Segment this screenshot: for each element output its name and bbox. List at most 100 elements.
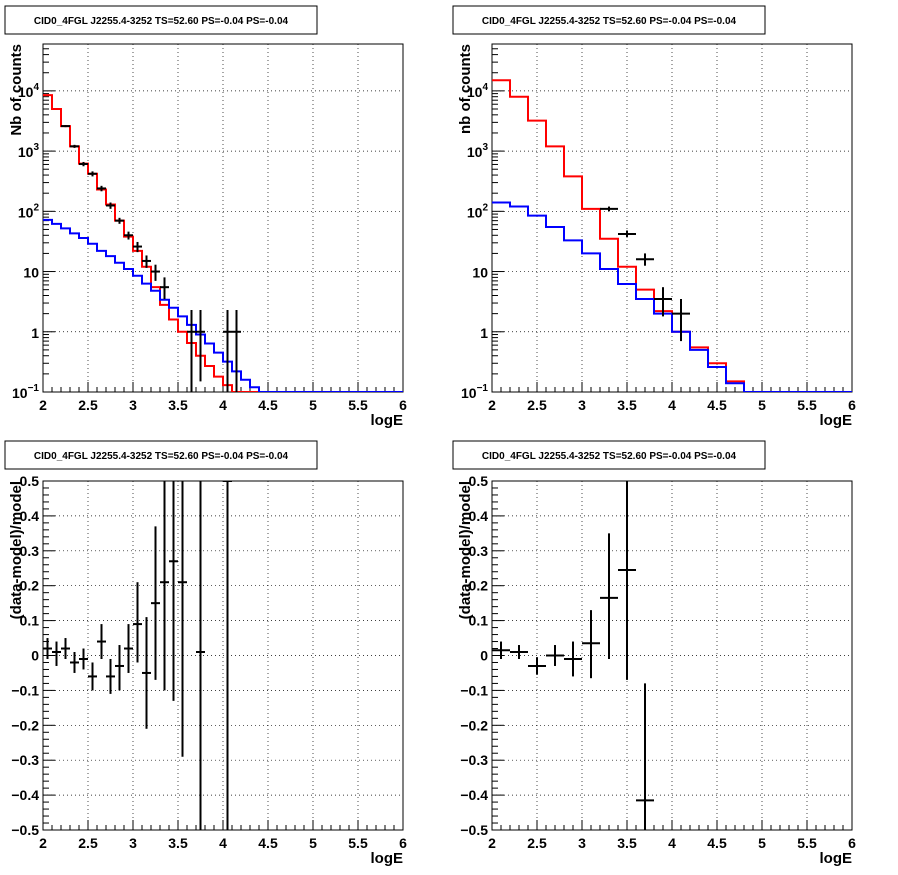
x-tick-label: 2: [39, 835, 47, 851]
residual-point: [510, 645, 528, 659]
y-tick-label: 10: [23, 265, 39, 281]
residual-point: [97, 624, 106, 659]
x-tick-label: 4.5: [258, 835, 278, 851]
chart-title: CID0_4FGL J2255.4-3252 TS=52.60 PS=-0.04…: [482, 451, 737, 462]
data-point: [232, 309, 241, 392]
x-tick-label: 3.5: [168, 397, 188, 413]
counts-panel-right: CID0_4FGL J2255.4-3252 TS=52.60 PS=-0.04…: [452, 5, 856, 429]
y-tick-label: 104: [467, 82, 489, 100]
y-tick-label: 0.1: [20, 613, 40, 629]
y-tick-exponent: 2: [482, 202, 488, 213]
y-tick-label: −0.4: [11, 787, 39, 803]
y-tick-exponent: 4: [482, 82, 488, 93]
x-tick-label: 2: [39, 397, 47, 413]
residual-point: [169, 481, 178, 701]
x-tick-label: 2.5: [527, 835, 547, 851]
data-point: [196, 309, 205, 382]
y-tick-label: 104: [18, 82, 40, 100]
data-point: [61, 125, 70, 128]
data-point: [106, 202, 115, 209]
x-tick-label: 4.5: [258, 397, 278, 413]
data-point: [654, 287, 672, 317]
y-tick-label: −0.1: [460, 682, 488, 698]
counts-panel-left: CID0_4FGL J2255.4-3252 TS=52.60 PS=-0.04…: [4, 5, 407, 429]
residual-point: [160, 481, 169, 691]
y-tick-label: 0.1: [469, 613, 489, 629]
x-tick-label: 5.5: [797, 835, 817, 851]
y-tick-base: 10: [467, 204, 483, 220]
y-tick-base: 10: [18, 84, 34, 100]
y-tick-label: −0.3: [460, 752, 488, 768]
residual-point: [600, 533, 618, 659]
y-tick-label: 0: [480, 648, 488, 664]
data-point: [187, 309, 196, 392]
y-tick-exponent: 4: [33, 82, 39, 93]
x-axis-label: logE: [820, 850, 853, 867]
x-tick-label: 4: [219, 397, 227, 413]
y-tick-label: −0.2: [460, 717, 488, 733]
y-tick-label: 10−1: [461, 383, 488, 401]
y-axis-label: (data-model)/model: [457, 481, 474, 619]
residual-point: [106, 658, 115, 694]
title-box: [4, 440, 318, 470]
x-tick-label: 2: [488, 835, 496, 851]
residual-point: [151, 526, 160, 680]
x-tick-label: 3: [129, 397, 137, 413]
x-tick-label: 3.5: [617, 835, 637, 851]
title-box: [452, 440, 766, 470]
y-tick-label: −0.4: [460, 787, 488, 803]
residual-point: [79, 648, 88, 670]
x-tick-label: 5: [309, 397, 317, 413]
data-point: [160, 277, 169, 300]
y-tick-label: −0.5: [11, 822, 39, 838]
y-tick-label: 10: [472, 265, 488, 281]
residual-point: [492, 641, 510, 659]
residual-point: [546, 645, 564, 666]
y-tick-label: 102: [18, 202, 40, 220]
y-tick-label: −0.2: [11, 717, 39, 733]
residual-point: [142, 617, 151, 729]
residual-point: [528, 657, 546, 675]
y-tick-label: 0.4: [469, 508, 489, 524]
x-tick-label: 5: [309, 835, 317, 851]
y-tick-label: −0.3: [11, 752, 39, 768]
data-layer: [492, 481, 654, 830]
y-tick-base: 1: [480, 325, 488, 341]
y-tick-label: 0.2: [469, 578, 489, 594]
x-tick-label: 4: [219, 835, 227, 851]
data-point: [151, 264, 160, 281]
x-tick-label: 2: [488, 397, 496, 413]
y-tick-label: 1: [480, 325, 488, 341]
y-tick-exponent: −1: [477, 383, 489, 394]
model-component-line: [492, 201, 852, 392]
residual-point: [564, 641, 582, 677]
y-tick-label: 0.2: [20, 578, 40, 594]
x-tick-label: 3: [129, 835, 137, 851]
y-axis-label: nb of counts: [457, 44, 474, 134]
y-tick-label: 0: [31, 648, 39, 664]
title-box: [452, 5, 766, 35]
x-tick-label: 2.5: [78, 397, 98, 413]
residual-point: [70, 652, 79, 673]
y-tick-label: 102: [467, 202, 489, 220]
y-axis-label: Nb of counts: [8, 44, 25, 136]
y-tick-label: 0.3: [20, 543, 40, 559]
data-point: [97, 185, 106, 192]
residual-point: [223, 481, 232, 830]
residual-point: [178, 481, 187, 757]
x-tick-label: 4.5: [707, 397, 727, 413]
data-point: [70, 144, 79, 148]
model-total-line: [492, 79, 852, 392]
y-tick-exponent: 3: [482, 142, 488, 153]
residual-point: [124, 624, 133, 673]
data-point: [672, 299, 690, 342]
model-component-line: [43, 218, 403, 392]
y-tick-label: 103: [18, 142, 40, 160]
y-tick-base: 10: [461, 385, 477, 401]
y-tick-base: 10: [472, 265, 488, 281]
x-tick-label: 2.5: [78, 835, 98, 851]
x-tick-label: 3: [578, 835, 586, 851]
residual-point: [636, 683, 654, 830]
x-tick-label: 5.5: [797, 397, 817, 413]
y-axis-label: (data-model)/model: [8, 481, 25, 619]
